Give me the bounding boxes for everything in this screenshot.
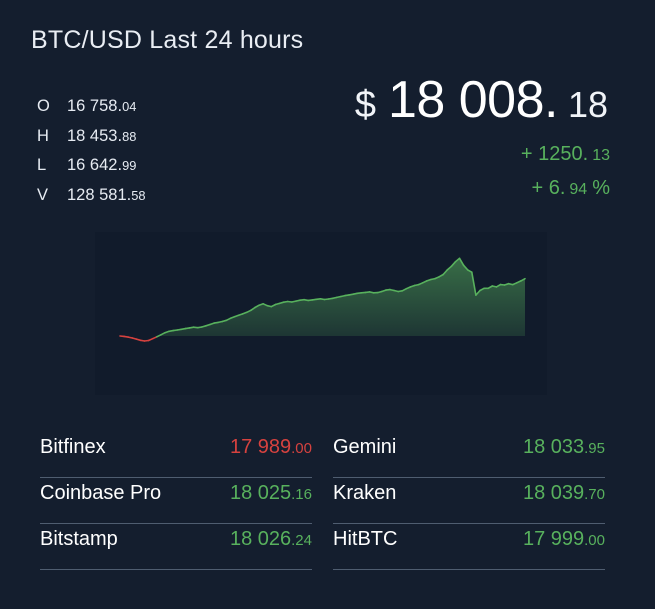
exchange-name: Bitfinex [40,436,106,458]
exchange-prices: Bitfinex 17 989.00 Coinbase Pro 18 025.1… [40,432,610,570]
ohlc-low-dec: 99 [122,158,137,173]
price-line-segment [250,306,256,312]
price-line-segment [442,269,449,276]
exchange-price: 17 989.00 [230,436,312,459]
change-percent: + 6. 94% [521,177,610,211]
exchange-column-left: Bitfinex 17 989.00 Coinbase Pro 18 025.1… [40,432,312,570]
ohlc-low-key: L [37,156,47,174]
price-change: + 1250. 13 + 6. 94% [521,143,610,211]
ohlc-open-key: O [37,97,50,115]
exchange-price-int: 17 989 [229,436,292,458]
exchange-row-kraken[interactable]: Kraken 18 039.70 [333,478,605,524]
exchange-name: HitBTC [333,528,398,550]
exchange-price-dec: .16 [291,486,312,503]
price-line-segment [454,257,461,263]
price-area [120,258,525,337]
exchange-row-bitfinex[interactable]: Bitfinex 17 989.00 [40,432,312,478]
price-line-segment [450,260,457,268]
change-percent-main: + 6. [531,177,566,199]
ohlc-volume-int: 128 581. [67,185,132,204]
exchange-column-right: Gemini 18 033.95 Kraken 18 039.70 HitBTC… [333,432,605,570]
exchange-row-coinbase-pro[interactable]: Coinbase Pro 18 025.16 [40,478,312,524]
ohlc-open-row: O 16 758. 04 [37,97,217,127]
exchange-price-int: 18 033 [522,436,585,458]
exchange-price-dec: .00 [291,440,312,457]
price-line-segment [458,257,465,267]
exchange-price: 18 039.70 [523,482,605,505]
ohlc-volume-key: V [37,185,49,204]
price-line-segment [520,277,526,282]
ohlc-open-dec: 04 [122,99,137,114]
exchange-price-int: 18 025 [229,482,292,504]
current-price: $ 18 008. 18 [355,70,608,130]
exchange-price-int: 17 999 [522,528,585,550]
exchange-name: Kraken [333,482,397,504]
ohlc-volume-row: V 128 581. 58 [37,186,217,216]
exchange-price-dec: .00 [584,532,605,549]
change-percent-sign: % [592,177,610,199]
ohlc-volume-dec: 58 [131,187,146,203]
exchange-price-dec: .24 [291,532,312,549]
change-absolute-dec: 13 [592,147,610,164]
chart-title: BTC/USD Last 24 hours [31,26,304,54]
ohlc-high-dec: 88 [122,128,137,144]
ohlc-summary: O 16 758. 04 H 18 453. 88 L 16 642. 99 V 12… [37,97,217,215]
exchange-name: Gemini [333,436,397,458]
price-chart[interactable] [95,232,547,395]
exchange-price-dec: .70 [584,486,605,503]
price-line-segment [462,264,469,271]
price-line-segment [446,265,453,271]
ohlc-low-row: L 16 642. 99 [37,156,217,186]
exchange-price-int: 18 039 [522,482,585,504]
ohlc-high-int: 18 453. [67,126,123,145]
exchange-row-gemini[interactable]: Gemini 18 033.95 [333,432,605,478]
change-percent-dec: 94 [569,181,588,198]
price-currency: $ [354,84,376,126]
ohlc-open-int: 16 758. [67,97,123,115]
change-absolute: + 1250. 13 [521,143,610,177]
price-line-segment [475,289,481,296]
price-decimals: 18 [567,84,608,125]
price-chart-svg [119,257,526,342]
exchange-price: 18 025.16 [230,482,312,505]
exchange-name: Bitstamp [40,528,118,550]
ohlc-high-row: H 18 453. 88 [37,127,217,157]
exchange-price: 18 026.24 [230,528,312,551]
ohlc-high-key: H [37,126,49,145]
ohlc-low-int: 16 642. [67,156,123,174]
exchange-price: 18 033.95 [523,436,605,459]
price-line-segment [470,271,477,296]
price-main: 18 008. [387,71,559,129]
exchange-price-dec: .95 [584,440,605,457]
exchange-price-int: 18 026 [229,528,292,550]
change-absolute-main: + 1250. [520,143,589,165]
exchange-row-bitstamp[interactable]: Bitstamp 18 026.24 [40,524,312,570]
exchange-name: Coinbase Pro [40,482,162,504]
exchange-price: 17 999.00 [523,528,605,551]
exchange-row-hitbtc[interactable]: HitBTC 17 999.00 [333,524,605,570]
